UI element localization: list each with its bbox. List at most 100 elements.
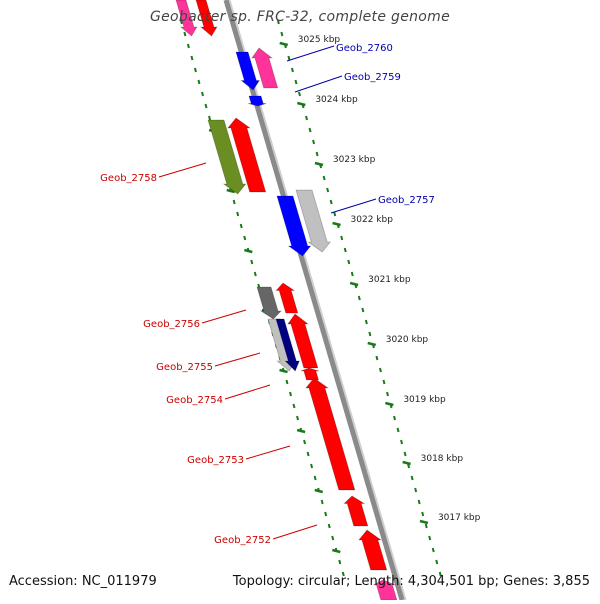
kbp-tick-mark [297,101,306,107]
right-rail-dot [322,175,326,181]
right-rail-dot [410,475,414,481]
gene-leader-line [214,352,261,367]
gene-label: Geob_2752 [214,535,271,546]
right-rail-dot [417,499,421,505]
gene-arrow-red [287,313,319,369]
right-rail-dot [424,523,428,529]
kbp-tick-label: 3019 kbp [403,395,446,405]
left-rail-dot [292,403,296,409]
right-rail-dot [403,451,407,457]
gene-leader-line [286,45,335,62]
gene-arrow-blue [248,95,267,107]
right-rail-dot [428,535,432,541]
left-rail-dot [239,223,243,229]
left-tick-mark [296,428,306,434]
left-rail-dot [310,463,314,469]
gene-arrow-red [227,117,267,193]
gene-leader-line [201,309,247,324]
left-rail-dot [285,379,289,385]
map-title: Geobacter sp. FRC-32, complete genome [149,9,451,25]
left-rail-dot [183,31,187,37]
right-rail-dot [400,439,404,445]
left-rail-dot [179,19,183,25]
gene-label: Geob_2759 [344,72,401,83]
gene-leader-line [224,384,271,400]
gene-arrow-red [275,282,299,314]
left-rail-dot [253,271,257,277]
gene-arrow-blue [276,195,312,257]
left-rail-dot [341,571,345,577]
kbp-tick-label: 3021 kbp [368,275,411,285]
left-rail-dot [197,79,201,85]
kbp-tick-label: 3025 kbp [298,35,341,45]
gene-leader-line [272,524,318,540]
gene-leader-line [294,75,343,93]
left-tick-mark [226,188,236,194]
right-rail-dot [294,79,298,85]
gene-arrow-blue [235,51,261,91]
gene-leader-line [158,162,207,178]
right-rail-dot [287,55,291,61]
right-rail-dot [435,559,439,565]
gene-arrow-navy [275,318,300,372]
left-rail-dot [190,55,194,61]
kbp-tick-label: 3020 kbp [386,335,429,345]
right-rail-dot [280,31,284,37]
right-rail-dot [393,415,396,421]
left-rail-dot [327,523,331,529]
right-rail-dot [290,67,294,73]
gene-arrow-red [343,495,369,527]
gene-arrow-pink [251,47,279,89]
gene-label: Geob_2755 [156,362,213,373]
gene-arrow-red [358,529,388,571]
gene-leader-line [245,445,291,460]
right-rail-dot [382,379,386,385]
left-tick-mark [279,368,288,374]
left-rail-dot [331,535,335,541]
gene-arrow-darkgray [256,286,282,320]
right-rail-dot [438,571,442,577]
right-rail-dot [350,271,354,277]
left-rail-dot [201,91,204,97]
left-rail-dot [313,475,317,481]
left-rail-dot [303,439,307,445]
gene-label: Geob_2757 [378,195,435,206]
gene-arrow-gray [295,189,332,253]
gene-leader-line [330,198,377,214]
gene-arrow-red [300,367,320,381]
right-rail-dot [308,127,312,133]
left-rail-dot [186,43,190,49]
kbp-tick-label: 3017 kbp [438,513,481,523]
kbp-tick-label: 3022 kbp [351,215,394,225]
right-rail-dot [421,511,425,517]
right-rail-dot [343,247,347,253]
kbp-tick-mark [314,161,324,167]
kbp-tick-mark [385,401,394,407]
left-tick-mark [244,248,253,254]
right-rail-dot [333,211,337,217]
right-rail-dot [364,319,368,325]
right-rail-dot [431,547,435,553]
right-rail-dot [329,199,333,205]
right-rail-dot [368,331,372,337]
gene-arrow-olive [207,119,247,195]
left-rail-dot [320,499,324,505]
left-rail-dot [324,511,328,517]
right-rail-dot [386,391,389,397]
gene-label: Geob_2756 [143,319,200,330]
kbp-tick-mark [419,519,429,525]
left-rail-dot [236,211,240,217]
kbp-tick-label: 3024 kbp [315,95,358,105]
gene-arrow-pink [175,0,198,37]
right-rail-dot [396,427,400,433]
right-rail-dot [375,355,379,361]
left-rail-dot [232,199,236,205]
kbp-tick-mark [279,41,289,47]
right-rail-dot [361,307,365,313]
gene-label: Geob_2758 [100,173,157,184]
gene-arrow-red [195,0,218,37]
kbp-tick-mark [402,460,411,466]
left-rail-dot [296,415,299,421]
right-rail-dot [357,295,361,301]
left-tick-mark [314,488,324,494]
